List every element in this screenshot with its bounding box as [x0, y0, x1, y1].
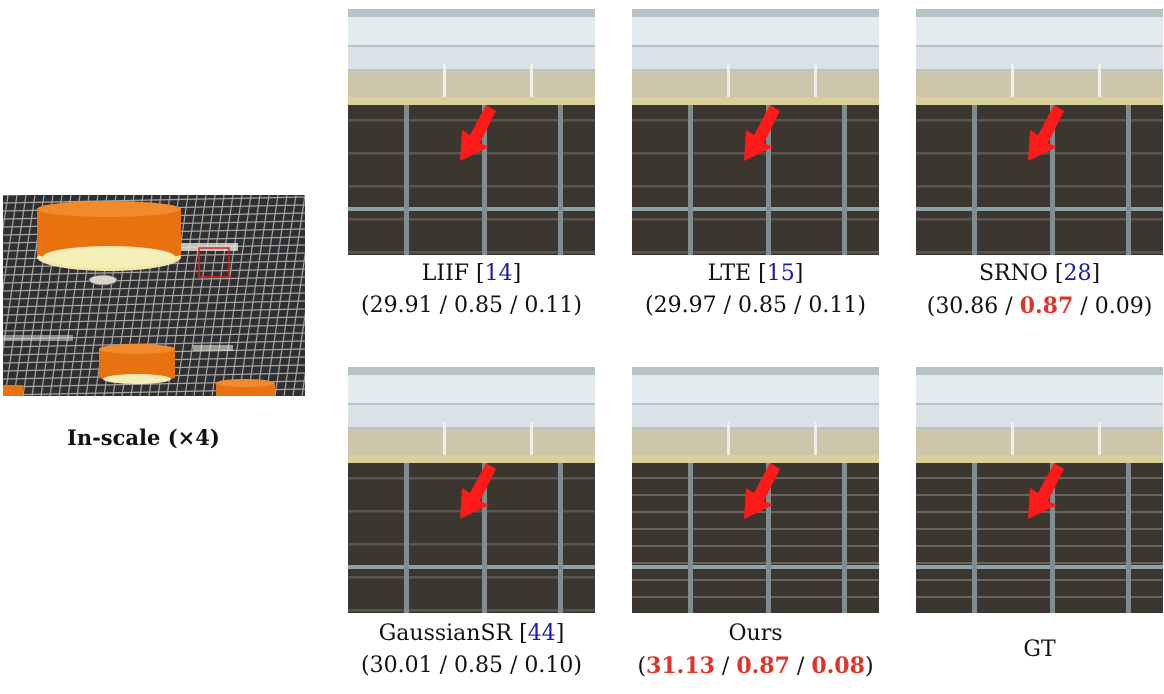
method-name: GT — [1023, 637, 1056, 662]
method-name-line: GaussianSR [44] — [378, 621, 565, 646]
method-name: LTE — [707, 261, 752, 286]
method-name-line: SRNO [28] — [978, 261, 1101, 286]
crop-caption: LTE [15] (29.97 / 0.85 / 0.11) — [612, 258, 899, 322]
crop-panel-srno — [916, 9, 1163, 255]
metric-psnr: 30.01 — [369, 653, 433, 678]
crop-panel-liif — [348, 9, 595, 255]
red-arrow-icon — [744, 463, 780, 519]
crop-panel-gaussiansr — [348, 367, 595, 613]
method-name-line: GT — [896, 634, 1164, 666]
red-arrow-icon — [744, 105, 780, 161]
red-arrow-icon — [460, 463, 496, 519]
citation-link[interactable]: 28 — [1063, 261, 1092, 286]
crop-caption: GaussianSR [44] (30.01 / 0.85 / 0.10) — [328, 618, 615, 682]
crop-image — [632, 367, 879, 613]
crop-image — [916, 367, 1163, 613]
method-name-line: LTE [15] — [707, 261, 804, 286]
red-arrow-icon — [1028, 105, 1064, 161]
crop-panel-gt — [916, 367, 1163, 613]
metrics-line: (31.13 / 0.87 / 0.08) — [637, 653, 874, 679]
red-arrow-icon — [1028, 463, 1064, 519]
metric-psnr: 30.86 — [935, 294, 999, 319]
metric-lpips: 0.10 — [524, 653, 574, 678]
metric-ssim: 0.87 — [1019, 293, 1074, 319]
metrics-line: (29.91 / 0.85 / 0.11) — [361, 293, 582, 318]
metric-ssim: 0.87 — [736, 653, 790, 679]
crop-caption: GT — [896, 634, 1164, 666]
citation-link[interactable]: 15 — [766, 261, 795, 286]
metrics-line: (29.97 / 0.85 / 0.11) — [645, 293, 866, 318]
citation-link[interactable]: 14 — [484, 261, 513, 286]
metric-lpips: 0.09 — [1094, 294, 1144, 319]
metrics-line: (30.86 / 0.87 / 0.09) — [926, 293, 1153, 319]
method-name-line: LIIF [14] — [421, 261, 522, 286]
crop-image — [348, 367, 595, 613]
metric-ssim: 0.85 — [738, 293, 787, 318]
metric-psnr: 29.97 — [653, 293, 717, 318]
metric-lpips: 0.11 — [524, 293, 574, 318]
metric-lpips: 0.11 — [808, 293, 858, 318]
crop-image — [916, 9, 1163, 255]
overview-caption-bold: In-scale — [67, 425, 161, 450]
method-name: GaussianSR — [378, 621, 513, 646]
crop-image — [348, 9, 595, 255]
citation-link[interactable]: 44 — [527, 621, 556, 646]
crop-caption: SRNO [28] (30.86 / 0.87 / 0.09) — [896, 258, 1164, 323]
metric-ssim: 0.85 — [454, 653, 503, 678]
method-name-line: Ours — [612, 618, 899, 650]
metric-psnr: 31.13 — [646, 653, 715, 679]
overview-caption: In-scale (×4) — [67, 425, 220, 450]
overview-image — [3, 195, 305, 396]
metric-ssim: 0.85 — [454, 293, 503, 318]
crop-image — [632, 9, 879, 255]
method-name: Ours — [728, 621, 783, 646]
metric-psnr: 29.91 — [369, 293, 433, 318]
metric-lpips: 0.08 — [811, 653, 865, 679]
method-name: SRNO — [978, 261, 1048, 286]
crop-caption: LIIF [14] (29.91 / 0.85 / 0.11) — [328, 258, 615, 322]
red-arrow-icon — [460, 105, 496, 161]
overview-caption-scale: (×4) — [167, 425, 220, 450]
crop-caption: Ours (31.13 / 0.87 / 0.08) — [612, 618, 899, 683]
method-name: LIIF — [421, 261, 470, 286]
metrics-line: (30.01 / 0.85 / 0.10) — [361, 653, 582, 678]
overview-scene — [3, 195, 305, 396]
crop-panel-lte — [632, 9, 879, 255]
crop-panel-ours — [632, 367, 879, 613]
